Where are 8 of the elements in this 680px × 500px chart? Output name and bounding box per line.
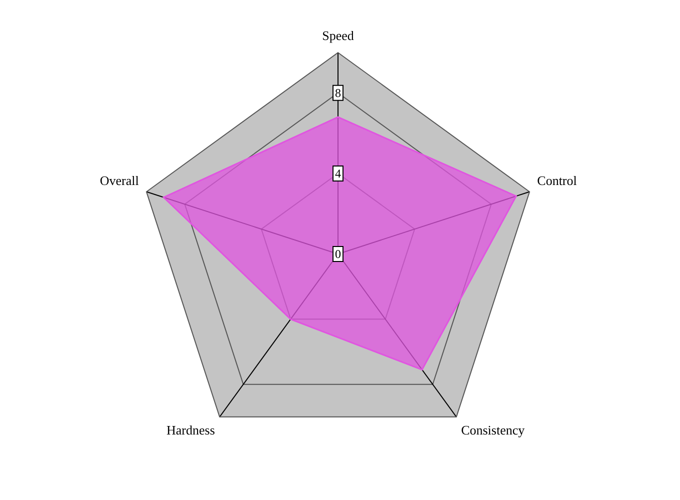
spoke-label: Control — [537, 172, 578, 188]
spoke-label: Overall — [100, 172, 140, 188]
spoke-label: Hardness — [166, 422, 215, 438]
spoke-label: Speed — [322, 28, 354, 44]
y-tick-label: 8 — [335, 86, 341, 100]
spoke-label: Consistency — [461, 422, 526, 438]
y-tick-label: 4 — [335, 166, 341, 181]
y-tick-label: 0 — [335, 247, 341, 262]
